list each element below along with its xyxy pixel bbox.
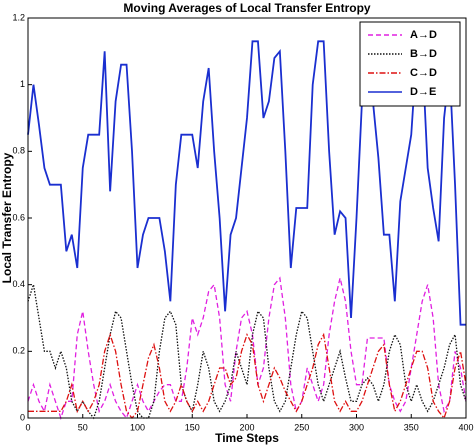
series-line [28, 332, 467, 420]
legend-label: C→D [410, 67, 437, 79]
y-tick-label: 0.4 [12, 279, 25, 289]
y-tick-label: 1.2 [12, 12, 25, 22]
chart-title: Moving Averages of Local Transfer Entrop… [123, 1, 370, 15]
y-axis-label: Local Transfer Entropy [0, 152, 14, 283]
y-tick-label: 1 [20, 79, 25, 89]
y-tick-label: 0.2 [12, 346, 25, 356]
x-tick-label: 250 [294, 422, 309, 432]
y-tick-label: 0 [20, 412, 25, 422]
x-tick-label: 0 [25, 422, 30, 432]
y-tick-label: 0.6 [12, 212, 25, 222]
x-tick-label: 200 [239, 422, 254, 432]
legend-label: D→E [410, 86, 436, 98]
series-line [27, 40, 466, 326]
legend-label: A→D [410, 29, 437, 41]
x-tick-label: 100 [130, 422, 145, 432]
legend-label: B→D [410, 48, 437, 60]
plot-frame [27, 17, 467, 419]
y-tick-label: 0.8 [12, 146, 25, 156]
x-tick-label: 150 [185, 422, 200, 432]
series-line [27, 276, 467, 421]
x-tick-label: 350 [404, 422, 419, 432]
x-tick-label: 50 [78, 422, 88, 432]
x-tick-label: 400 [458, 422, 473, 432]
x-tick-label: 300 [349, 422, 364, 432]
x-axis-label: Time Steps [215, 431, 279, 445]
